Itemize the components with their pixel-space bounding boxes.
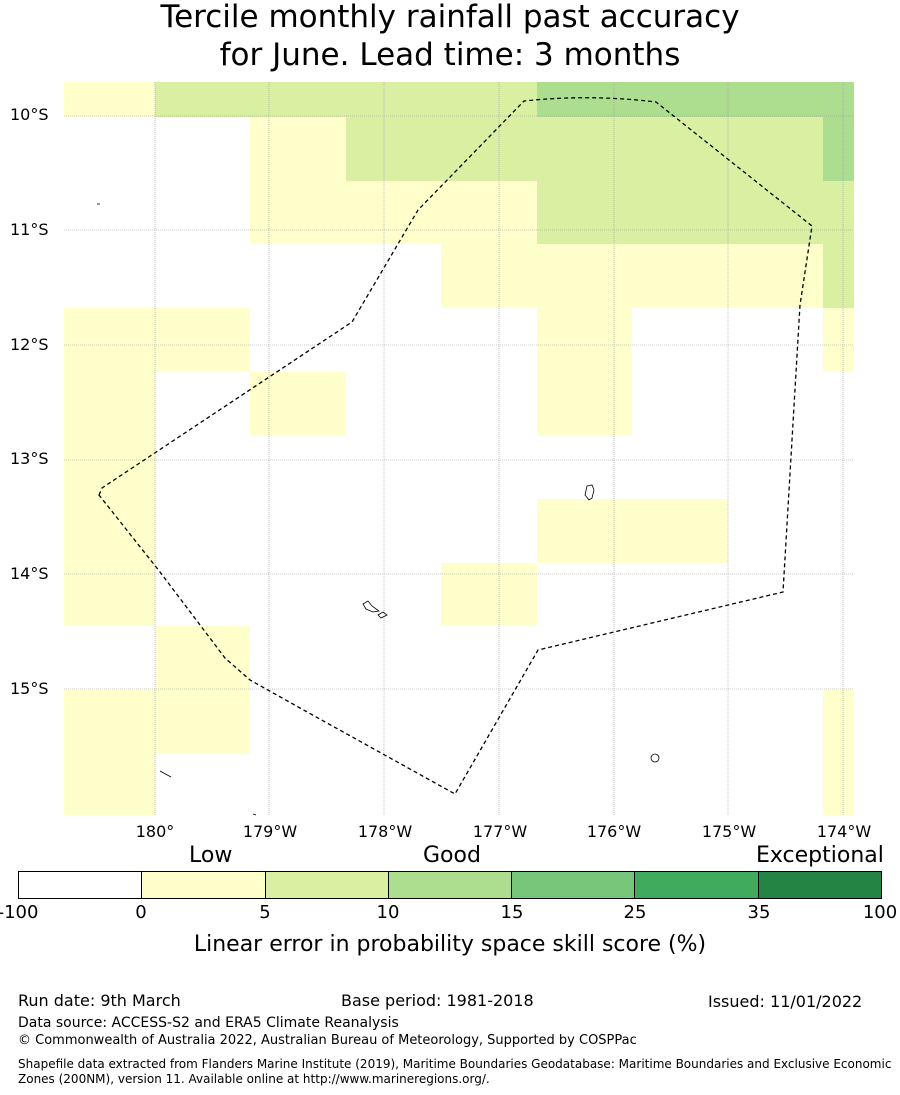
eez-boundary [98,97,813,795]
lat-label: 15°S [10,679,49,698]
lat-label: 12°S [10,335,49,354]
skill-cell [64,754,155,815]
shapefile-credit: Shapefile data extracted from Flanders M… [18,1057,892,1086]
colorbar-segment [142,872,266,898]
skill-cell [823,117,854,181]
lat-label: 10°S [10,105,49,124]
skill-cell [64,563,155,626]
skill-cell [441,244,823,308]
lat-label: 11°S [10,220,49,239]
skill-cells [64,82,854,815]
colorbar-segment [388,872,513,898]
colorbar [18,871,882,899]
colorbar-tick: 25 [623,902,647,923]
skill-cell [250,181,537,244]
island-outline [584,484,595,501]
base-period: Base period: 1981-2018 [341,991,534,1010]
island-outline [252,813,257,816]
issued-date: Issued: 11/01/2022 [708,992,863,1011]
map-title-line-1: Tercile monthly rainfall past accuracy [160,0,740,35]
colorbar-segment [635,872,759,898]
skill-cell [823,754,854,815]
island-outline [159,770,172,778]
lon-label: 176°W [586,822,642,841]
colorbar-tick: 10 [376,902,400,923]
lat-label: 14°S [10,564,49,583]
colorbar-tick: 15 [500,902,524,923]
islands [97,203,660,816]
skill-cell [64,82,155,117]
lon-label: 178°W [357,822,413,841]
skill-cell [250,117,346,181]
lon-label: 174°W [816,822,872,841]
island-outline [650,753,660,763]
skill-cell [537,308,632,372]
skill-cell [64,436,155,563]
skill-cell [537,82,854,117]
run-date: Run date: 9th March [18,991,181,1010]
skill-cell [250,372,346,436]
colorbar-tick: 0 [135,902,147,923]
lon-label: 180° [135,822,175,841]
skill-cell [537,499,728,563]
lon-label: 177°W [472,822,528,841]
graticule [64,82,854,815]
category-good: Good [423,843,481,868]
colorbar-segment [265,872,389,898]
skill-cell [64,372,155,436]
category-exceptional: Exceptional [756,843,884,868]
skill-cell [155,82,537,117]
colorbar-tick: 100 [862,902,898,923]
skill-cell [823,690,854,754]
skill-cell [823,244,854,308]
colorbar-segment [758,872,881,898]
lon-label: 175°W [701,822,757,841]
copyright: © Commonwealth of Australia 2022, Austra… [18,1033,637,1048]
island-outline [377,611,388,619]
colorbar-segment [19,872,143,898]
colorbar-tick: 5 [259,902,271,923]
colorbar-tick: -100 [0,902,39,923]
skill-cell [823,308,854,372]
category-low: Low [189,843,233,868]
skill-cell [537,181,854,244]
lat-label: 13°S [10,449,49,468]
skill-cell [441,563,537,626]
lon-label: 179°W [242,822,298,841]
data-source: Data source: ACCESS-S2 and ERA5 Climate … [18,1015,399,1031]
island-outline [362,600,381,613]
skill-score-map [64,82,854,816]
skill-cell [346,117,823,181]
colorbar-label: Linear error in probability space skill … [193,932,707,957]
skill-cell [64,690,250,754]
colorbar-tick: 35 [747,902,771,923]
colorbar-segment [512,872,636,898]
skill-cell [537,372,632,436]
map-title-line-2: for June. Lead time: 3 months [219,37,681,73]
skill-cell [155,626,250,690]
skill-cell [64,308,250,372]
